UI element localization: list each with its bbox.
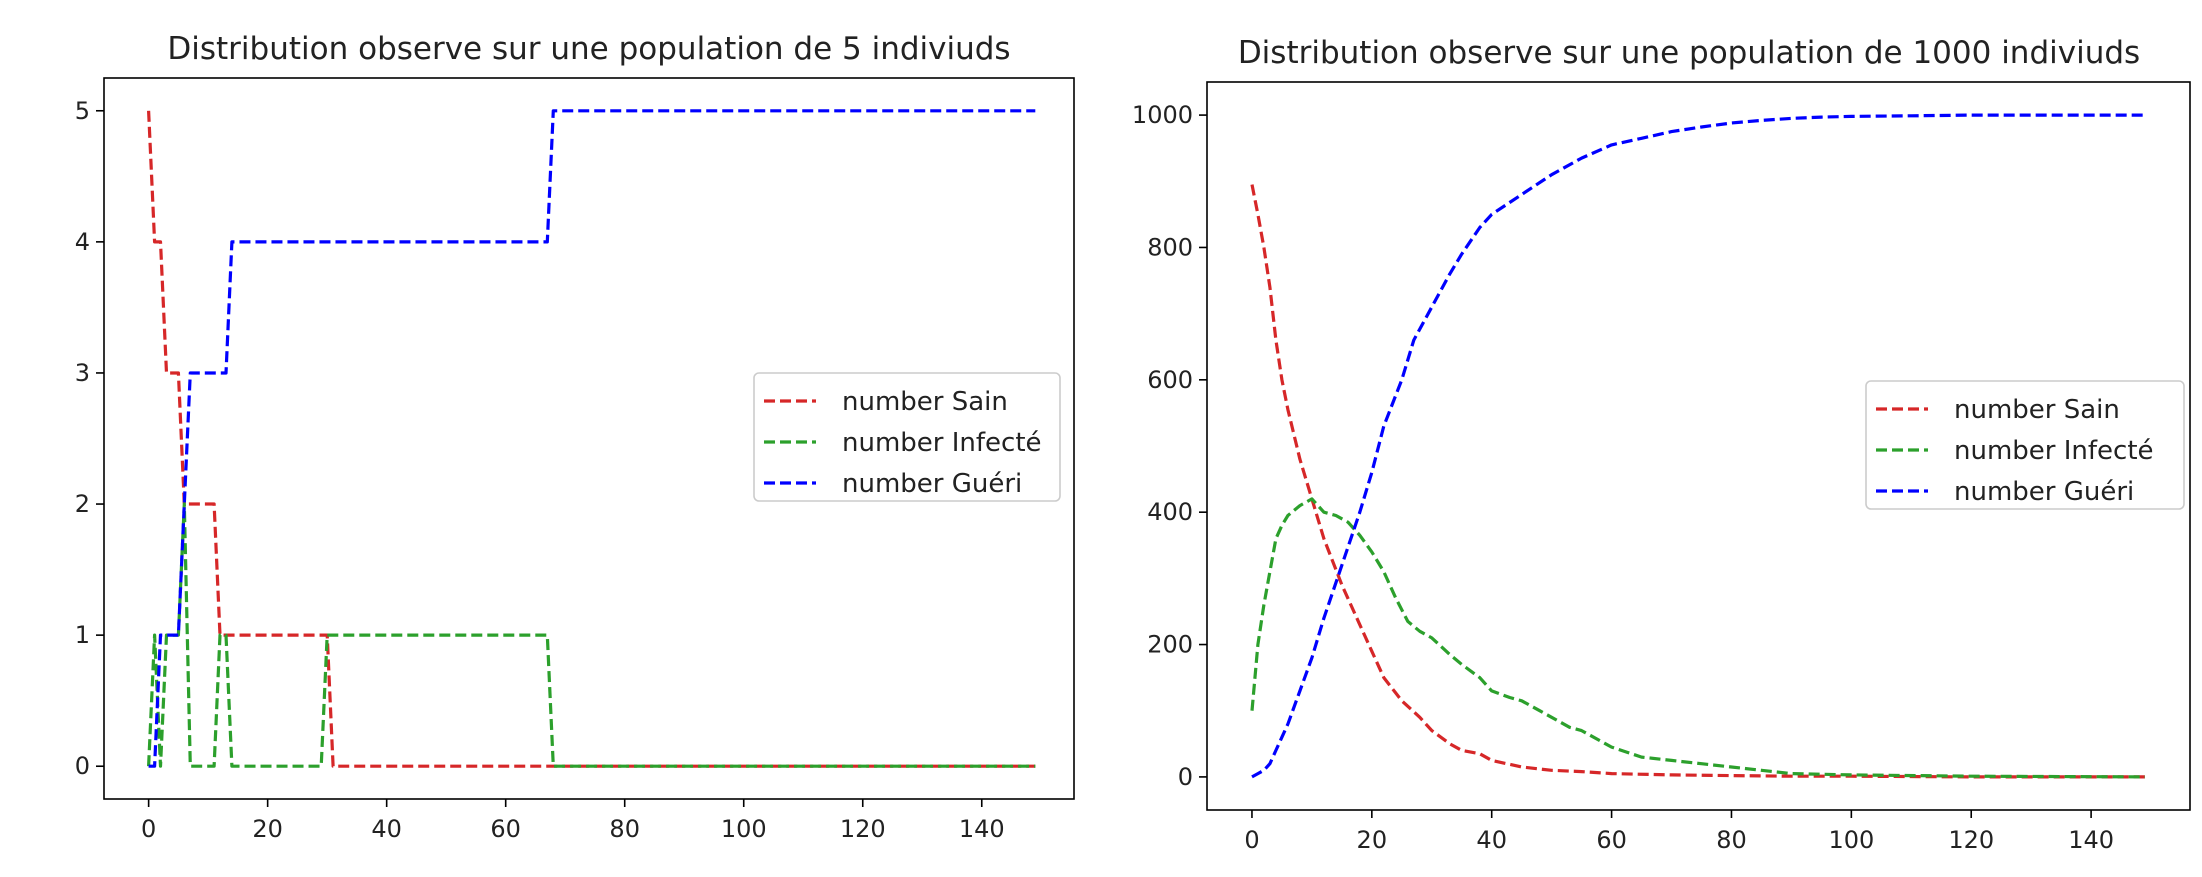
chart-population-5: Distribution observe sur une population …	[75, 31, 1075, 843]
x-tick-label: 60	[1596, 826, 1627, 854]
y-tick-label: 1000	[1132, 101, 1193, 129]
y-tick-label: 400	[1147, 498, 1193, 526]
x-tick-label: 120	[840, 815, 886, 843]
series-line-number-sain	[147, 110, 1036, 768]
legend-box	[1865, 380, 2185, 510]
y-tick-label: 200	[1147, 631, 1193, 659]
axes-frame	[103, 77, 1075, 800]
x-tick-label: 60	[490, 815, 521, 843]
legend: number Sain number Infecté number Guéri	[1865, 380, 2185, 510]
axes-frame	[1206, 81, 2191, 811]
plot-area	[147, 109, 1036, 768]
x-tick-label: 80	[609, 815, 640, 843]
legend-label: number Sain	[1954, 395, 2120, 425]
x-tick-label: 140	[2068, 826, 2114, 854]
y-tick-label: 5	[75, 97, 90, 125]
y-tick-label: 0	[75, 752, 90, 780]
x-tick-label: 140	[959, 815, 1005, 843]
y-tick-label: 3	[75, 359, 90, 387]
chart-population-1000: Distribution observe sur une population …	[1132, 35, 2191, 854]
y-tick-label: 2	[75, 490, 90, 518]
legend-label: number Infecté	[1954, 436, 2154, 466]
series-line-number-gu-ri	[148, 109, 1036, 768]
x-tick-label: 20	[1357, 826, 1388, 854]
series-line-number-sain	[1250, 184, 2145, 779]
legend-box	[753, 372, 1061, 502]
legend-label: number Infecté	[842, 428, 1042, 458]
chart-title: Distribution observe sur une population …	[1238, 35, 2140, 71]
legend-label: number Sain	[842, 387, 1008, 417]
x-tick-label: 0	[141, 815, 156, 843]
y-tick-label: 4	[75, 228, 90, 256]
y-tick-label: 1	[75, 621, 90, 649]
legend-label: number Guéri	[842, 469, 1022, 499]
legend-label: number Guéri	[1954, 477, 2134, 507]
legend: number Sain number Infecté number Guéri	[753, 372, 1061, 502]
y-tick-label: 0	[1178, 763, 1193, 791]
x-tick-label: 0	[1244, 826, 1259, 854]
x-tick-label: 80	[1716, 826, 1747, 854]
x-tick-label: 20	[252, 815, 283, 843]
y-tick-label: 600	[1147, 366, 1193, 394]
series-line-number-gu-ri	[1251, 113, 2145, 779]
series-line-number-infect-	[147, 502, 1036, 768]
x-tick-label: 120	[1948, 826, 1994, 854]
y-tick-label: 800	[1147, 233, 1193, 261]
chart-title: Distribution observe sur une population …	[167, 31, 1010, 67]
x-tick-label: 40	[371, 815, 402, 843]
plot-area	[1250, 113, 2146, 779]
series-line-number-infect-	[1250, 497, 2146, 779]
x-tick-label: 100	[1828, 826, 1874, 854]
x-tick-label: 100	[721, 815, 767, 843]
x-tick-label: 40	[1476, 826, 1507, 854]
